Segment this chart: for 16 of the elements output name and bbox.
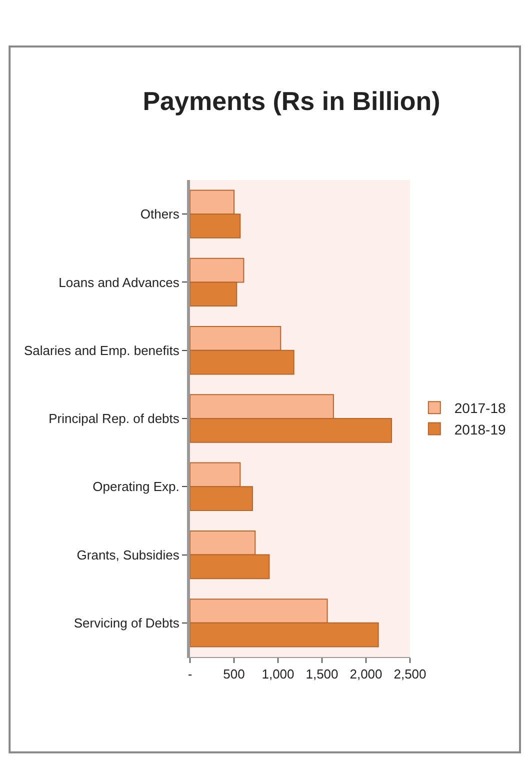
chart-title: Payments (Rs in Billion) [142, 86, 440, 116]
y-tick-label: Principal Rep. of debts [48, 411, 180, 426]
y-tick-label: Loans and Advances [58, 274, 180, 290]
y-tick-label: Others [140, 206, 180, 222]
legend-label: 2017-18 [454, 400, 506, 416]
legend-label: 2018-19 [454, 421, 506, 438]
y-tick-label: Operating Exp. [92, 479, 180, 494]
x-tick-label: 2,000 [350, 666, 382, 682]
y-tick-label: Grants, Subsidies [76, 547, 180, 562]
y-tick-label: Salaries and Emp. benefits [24, 342, 180, 358]
x-tick-label: - [188, 666, 192, 682]
x-tick-label: 2,500 [394, 666, 426, 682]
x-tick-label: 1,500 [306, 666, 338, 682]
y-tick-label: Servicing of Debts [74, 615, 180, 630]
x-tick-label: 1,000 [262, 666, 294, 682]
x-tick-label: 500 [223, 666, 245, 682]
